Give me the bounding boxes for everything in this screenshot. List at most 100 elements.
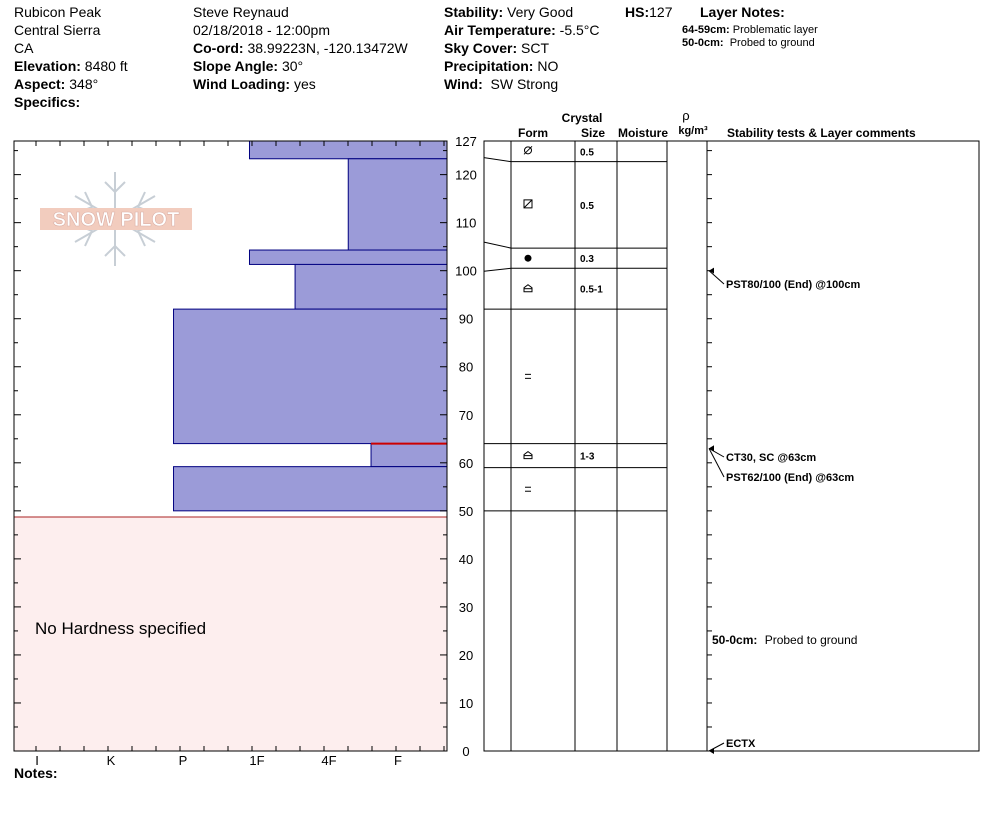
location: Rubicon Peak: [14, 4, 102, 20]
stability-test-label: CT30, SC @63cm: [726, 452, 816, 464]
range: Central Sierra: [14, 22, 101, 38]
elevation-label: Elevation:: [14, 58, 81, 74]
hs-label: HS:: [625, 4, 650, 20]
height-tick-label: 70: [459, 408, 473, 423]
height-tick-label: 0: [462, 744, 469, 759]
hardness-bar: [294, 263, 448, 310]
aspect-value: 348°: [69, 76, 99, 92]
height-tick-label: 100: [455, 264, 477, 279]
hardness-axis: I K P 1F 4F F: [35, 753, 402, 768]
moisture-header: Moisture: [618, 126, 668, 140]
wind-value: SW Strong: [490, 76, 559, 92]
height-tick-label: 50: [459, 504, 473, 519]
header-location: Rubicon Peak Central Sierra CA Elevation…: [14, 3, 128, 111]
height-tick-label: 80: [459, 360, 473, 375]
wind-loading-value: yes: [293, 76, 316, 92]
crystal-size: 0.3: [580, 254, 594, 265]
hardness-panel-frame: [13, 140, 448, 752]
logo-banner: [40, 208, 192, 230]
faceted-rounded-square-icon: [523, 199, 533, 209]
hardness-tick-label: K: [107, 753, 116, 768]
layer-comment-text: Probed to ground: [765, 633, 858, 647]
form-symbol-part: [524, 146, 532, 155]
coord-value: 38.99223N, -120.13472W: [247, 40, 408, 56]
profile-frame: [483, 140, 980, 752]
state: CA: [14, 40, 34, 56]
coord-label: Co-ord:: [193, 40, 244, 56]
profile-layer-lines: 0.5 0.5 0.3 0.5-1 1-3: [483, 140, 667, 512]
hardness-bar: [370, 443, 448, 468]
stability-tests: PST80/100 (End) @100cm CT30, SC @63cm PST6…: [708, 267, 860, 754]
stability-test-label: ECTX: [726, 738, 756, 750]
hardness-tick-label: P: [179, 753, 188, 768]
wind-label: Wind:: [444, 76, 483, 92]
form-symbol-part: [523, 199, 533, 209]
hardness-tick-label: F: [394, 753, 402, 768]
profile-connector: [483, 267, 512, 272]
layer-comment: 50-0cm: Probed to ground: [712, 633, 857, 647]
header-hs: HS:127: [625, 3, 672, 21]
precip-value: NO: [537, 58, 559, 74]
sky-value: SCT: [521, 40, 550, 56]
height-tick-label: 120: [455, 168, 477, 183]
hardness-tick-label: 4F: [321, 753, 336, 768]
crystal-header: Crystal: [562, 111, 603, 125]
specifics-label: Specifics:: [14, 94, 81, 110]
snowpilot-logo: SNOW PILOT: [40, 172, 192, 266]
arrow-icon: [709, 748, 714, 754]
no-hardness-label: No Hardness specified: [35, 619, 206, 638]
elevation-value: 8480 ft: [84, 58, 128, 74]
stability-test-label: PST62/100 (End) @63cm: [726, 472, 854, 484]
depth-hoar-icon: [523, 284, 533, 293]
graupel-icon: [524, 254, 532, 262]
layer-note-text: Probed to ground: [729, 37, 815, 49]
crystal-size: 1-3: [580, 452, 595, 463]
stability-test-leader: [708, 270, 725, 285]
profile-connector: [483, 241, 512, 249]
layer-notes: 64-59cm: Problematic layer 50-0cm: Probe…: [682, 24, 818, 50]
arrow-icon: [709, 445, 714, 452]
layer-comment-range: 50-0cm:: [712, 633, 757, 647]
logo-text: SNOW PILOT: [53, 209, 180, 231]
crystal-size: 0.5: [580, 201, 594, 212]
air-temp-label: Air Temperature:: [444, 22, 556, 38]
slope-label: Slope Angle:: [193, 58, 279, 74]
height-tick-label: 10: [459, 696, 473, 711]
crystal-size: 0.5: [580, 147, 594, 158]
melt-form-icon: [525, 373, 531, 379]
stability-label: Stability:: [444, 4, 504, 20]
layer-note-range: 50-0cm:: [682, 37, 724, 49]
melt-form-icon: [525, 486, 531, 492]
faceted-rounded-icon: [523, 145, 533, 155]
header-conditions: Stability: Very Good Air Temperature: -5…: [444, 3, 600, 93]
air-temp-value: -5.5°C: [559, 22, 600, 38]
form-symbol-part: [523, 199, 533, 209]
layer-note-text: Problematic layer: [732, 24, 818, 36]
sky-label: Sky Cover:: [444, 40, 518, 56]
hardness-bar: [248, 249, 448, 265]
height-tick-label: 40: [459, 552, 473, 567]
hardness-bar: [173, 466, 448, 512]
height-tick-label: 20: [459, 648, 473, 663]
height-tick-label: 30: [459, 600, 473, 615]
density-unit-header: kg/m³: [678, 125, 708, 137]
form-symbol-part: [523, 145, 533, 155]
precip-label: Precipitation:: [444, 58, 534, 74]
slope-value: 30°: [281, 58, 304, 74]
stability-ticks: [707, 150, 712, 752]
notes-label: Notes:: [14, 765, 58, 781]
height-tick-label: 110: [456, 216, 477, 231]
height-tick-label: 90: [459, 312, 473, 327]
hardness-bars: [173, 140, 448, 512]
form-header: Form: [518, 126, 548, 140]
stability-value: Very Good: [507, 4, 574, 20]
crystal-profile-panel: 0.5 0.5 0.3 0.5-1 1-3 PST80/100 (End) @100cm…: [483, 140, 980, 754]
hardness-bar: [347, 158, 448, 251]
header-observer: Steve Reynaud 02/18/2018 - 12:00pm Co-or…: [193, 3, 408, 93]
hardness-tick-label: I: [35, 753, 39, 768]
wind-loading-label: Wind Loading:: [193, 76, 291, 92]
size-header: Size: [581, 126, 605, 140]
arrow-icon: [709, 267, 714, 274]
